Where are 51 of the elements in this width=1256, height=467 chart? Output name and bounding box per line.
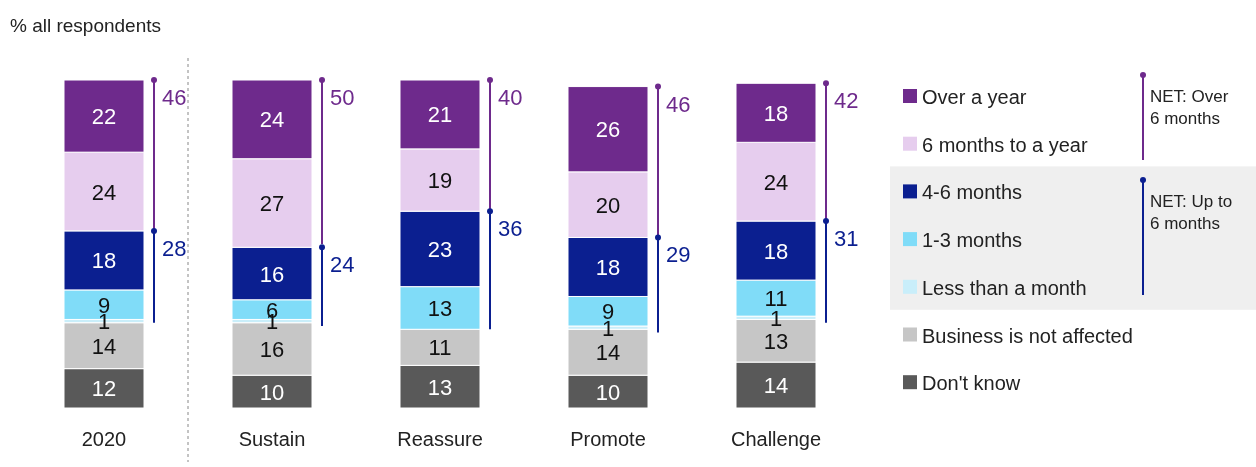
data-label: 16	[259, 261, 285, 287]
data-label: 20	[595, 192, 621, 218]
data-label: 23	[427, 236, 453, 262]
legend-label: 1-3 months	[922, 229, 1023, 252]
annotation: 46	[162, 85, 187, 110]
data-label: 13	[763, 328, 789, 354]
data-label: 18	[763, 100, 789, 126]
data-label: 14	[763, 373, 789, 399]
data-label: 18	[91, 248, 117, 274]
data-label: 21	[427, 102, 453, 128]
annotation: 29	[666, 242, 691, 268]
data-label: 11	[428, 335, 452, 361]
legend-label: 6 months to a year	[922, 133, 1088, 156]
data-label: 13	[427, 374, 453, 400]
data-label: 26	[595, 117, 621, 143]
annotation: 36	[498, 216, 523, 242]
annotation: 40	[498, 85, 523, 110]
data-label: 12	[91, 376, 117, 402]
text: NET: Over 6 months	[1150, 87, 1229, 128]
legend-label: Less than a month	[922, 276, 1087, 299]
data-label: 10	[595, 379, 621, 405]
x-tick-label: Sustain	[238, 428, 306, 450]
data-label: 14	[595, 340, 621, 366]
data-label: 22	[91, 104, 117, 130]
data-label: 13	[427, 295, 453, 321]
legend-label: Don't know	[922, 372, 1021, 395]
annotation: 50	[330, 85, 355, 110]
x-tick-label: Challenge	[730, 428, 822, 450]
x-tick-label: Promote	[570, 428, 646, 450]
annotation: 46	[666, 91, 691, 117]
data-label: 24	[763, 169, 789, 195]
data-label: 16	[259, 336, 285, 362]
legend-label: 4-6 months	[922, 181, 1023, 204]
data-label: 10	[259, 379, 285, 405]
x-tick-label: Reassure	[397, 428, 483, 450]
annotation: 42	[834, 88, 859, 114]
y-axis-title: % all respondents	[10, 15, 162, 36]
annotation: 28	[162, 235, 187, 261]
data-label: 24	[259, 107, 285, 133]
data-label: 24	[91, 179, 117, 205]
data-label: 18	[595, 254, 621, 280]
legend-label: Business is not affected	[922, 324, 1133, 347]
legend-label: Over a year	[922, 86, 1027, 108]
annotation: 31	[834, 226, 859, 252]
x-tick-label: 2020	[81, 428, 127, 450]
data-label: 27	[259, 191, 285, 216]
annotation: 24	[330, 252, 355, 278]
data-label: 14	[91, 333, 117, 359]
text: NET: Up to 6 months	[1150, 192, 1233, 233]
data-label: 19	[427, 168, 453, 194]
data-label: 18	[763, 238, 789, 264]
